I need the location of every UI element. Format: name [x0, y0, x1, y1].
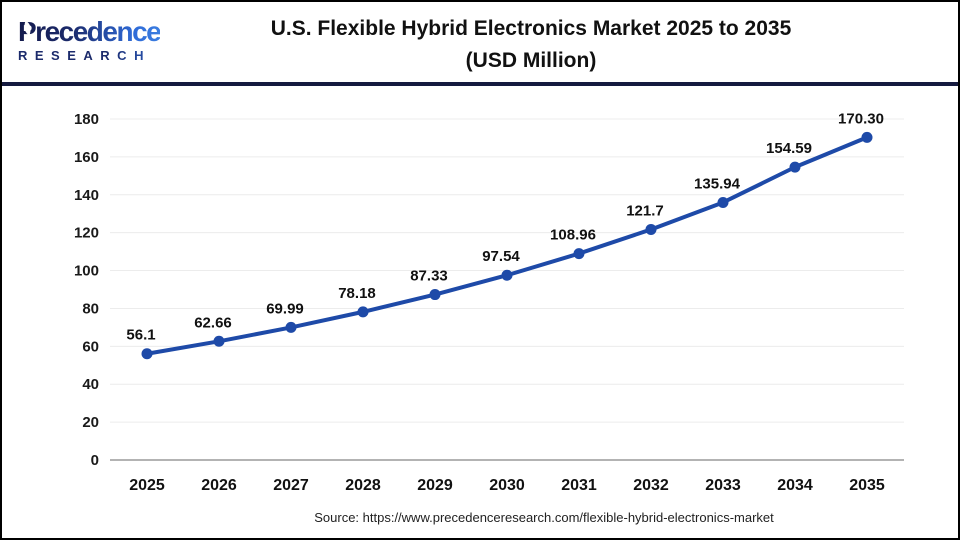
data-point-2029	[429, 289, 441, 301]
chart-title-line1: U.S. Flexible Hybrid Electronics Market …	[270, 17, 792, 40]
data-value-label: 121.7	[626, 202, 664, 219]
data-value-label: 97.54	[482, 248, 520, 265]
y-axis-tick-label: 80	[82, 300, 99, 317]
data-value-label: 108.96	[550, 227, 596, 244]
data-point-2030	[501, 269, 513, 281]
line-chart-svg: 0 20 40 60 80 100 120 140 160 180 56.1 62.66 69.99 78…	[74, 110, 904, 494]
x-axis-tick-label: 2029	[417, 477, 453, 494]
y-axis-tick-label: 180	[74, 111, 99, 128]
data-point-2025	[141, 348, 153, 360]
chart-title-line2: (USD Million)	[465, 49, 597, 72]
x-axis-tick-label: 2032	[633, 477, 669, 494]
data-point-2033	[717, 196, 729, 208]
y-axis-tick-label: 120	[74, 225, 99, 242]
x-axis-tick-label: 2035	[849, 477, 885, 494]
x-axis-tick-label: 2025	[129, 477, 165, 494]
data-point-2028	[357, 306, 369, 318]
x-axis-tick-label: 2026	[201, 477, 237, 494]
data-point-2034	[789, 161, 801, 173]
data-value-label: 170.30	[838, 110, 884, 127]
x-axis-tick-label: 2034	[777, 477, 813, 494]
data-value-label: 56.1	[126, 327, 155, 344]
data-point-2035	[861, 131, 873, 143]
data-value-label: 69.99	[266, 300, 304, 317]
y-axis-tick-label: 20	[82, 414, 99, 431]
precedence-research-logo: Precedence RESEARCH	[18, 16, 178, 63]
data-value-label: 62.66	[194, 314, 232, 331]
y-axis-tick-label: 100	[74, 263, 99, 280]
x-axis-tick-label: 2033	[705, 477, 741, 494]
y-axis-tick-label: 0	[91, 452, 99, 469]
x-axis-tick-label: 2027	[273, 477, 309, 494]
x-axis-tick-label: 2028	[345, 477, 381, 494]
y-axis-tick-label: 40	[82, 376, 99, 393]
data-value-label: 78.18	[338, 285, 376, 302]
data-value-label: 135.94	[694, 175, 741, 192]
data-point-2032	[645, 223, 657, 235]
x-axis-tick-label: 2030	[489, 477, 525, 494]
y-axis-tick-label: 60	[82, 338, 99, 355]
data-value-label: 87.33	[410, 268, 448, 285]
y-axis-tick-label: 160	[74, 149, 99, 166]
source-attribution: Source: https://www.precedenceresearch.c…	[314, 510, 774, 525]
data-point-2026	[213, 335, 225, 347]
data-point-2031	[573, 248, 585, 260]
data-point-2027	[285, 321, 297, 333]
trend-line	[145, 135, 869, 356]
chart-title: U.S. Flexible Hybrid Electronics Market …	[104, 13, 958, 77]
y-axis-tick-label: 140	[74, 187, 99, 204]
logo-wordmark: Precedence	[18, 16, 162, 47]
header: Precedence RESEARCH U.S. Flexible Hybrid…	[2, 2, 958, 82]
x-axis-tick-label: 2031	[561, 477, 597, 494]
data-value-label: 154.59	[766, 140, 812, 157]
header-separator	[2, 82, 958, 86]
logo-subtext: RESEARCH	[18, 49, 178, 62]
